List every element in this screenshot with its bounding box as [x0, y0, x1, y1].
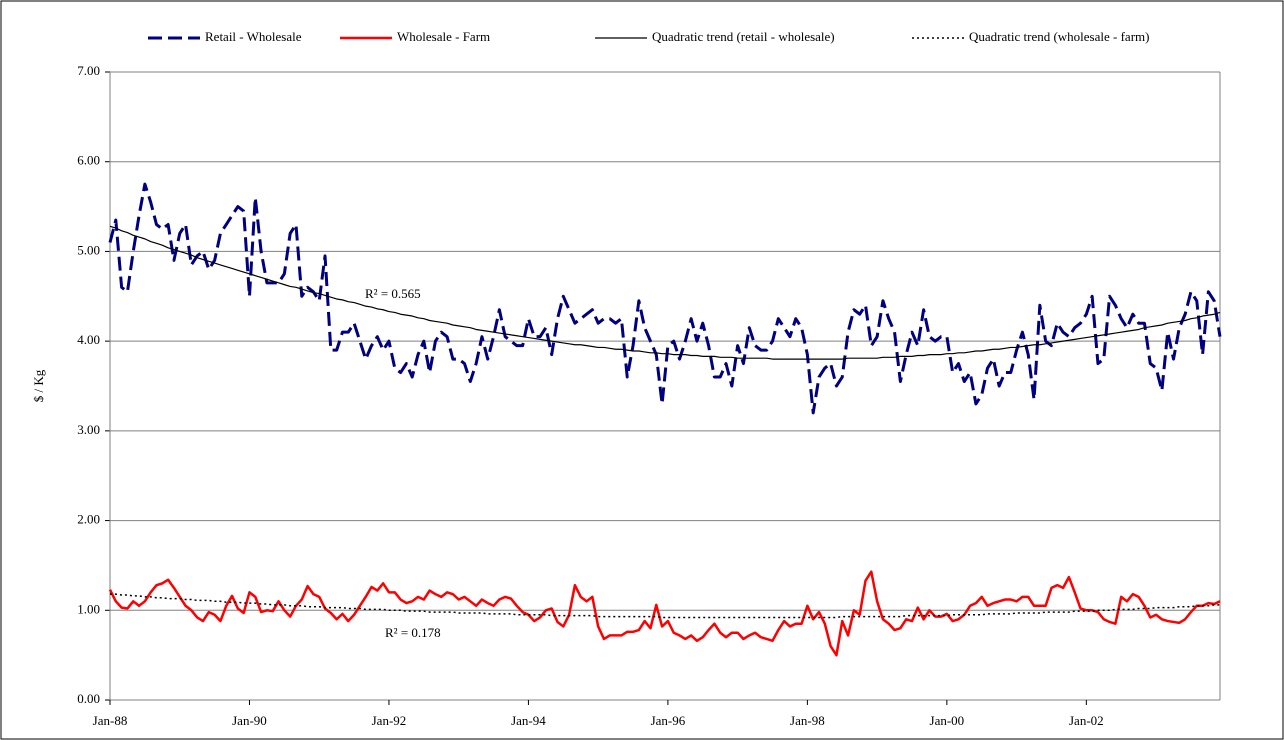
x-tick-label: Jan-92 — [372, 713, 407, 728]
y-tick-label: 0.00 — [77, 691, 100, 706]
x-tick-label: Jan-02 — [1069, 713, 1104, 728]
y-tick-label: 3.00 — [77, 422, 100, 437]
y-tick-label: 1.00 — [77, 601, 100, 616]
series-line — [108, 182, 1222, 415]
r-squared-annotation: R² = 0.565 — [365, 286, 421, 301]
series-line — [110, 593, 1220, 619]
y-tick-label: 6.00 — [77, 153, 100, 168]
legend-label: Wholesale - Farm — [397, 29, 490, 44]
legend-label: Quadratic trend (retail - wholesale) — [652, 29, 835, 44]
x-tick-label: Jan-94 — [511, 713, 546, 728]
y-tick-label: 4.00 — [77, 332, 100, 347]
series-line — [109, 225, 1221, 360]
x-tick-label: Jan-00 — [930, 713, 965, 728]
series-line — [108, 570, 1221, 657]
x-tick-label: Jan-88 — [93, 713, 128, 728]
y-tick-label: 7.00 — [77, 63, 100, 78]
y-tick-label: 5.00 — [77, 242, 100, 257]
x-tick-label: Jan-96 — [651, 713, 686, 728]
y-axis-label: $ / Kg — [31, 369, 46, 402]
r-squared-annotation: R² = 0.178 — [385, 625, 441, 640]
y-tick-label: 2.00 — [77, 512, 100, 527]
legend-label: Retail - Wholesale — [205, 29, 302, 44]
x-tick-label: Jan-98 — [790, 713, 825, 728]
legend-label: Quadratic trend (wholesale - farm) — [969, 29, 1149, 44]
x-tick-label: Jan-90 — [232, 713, 267, 728]
